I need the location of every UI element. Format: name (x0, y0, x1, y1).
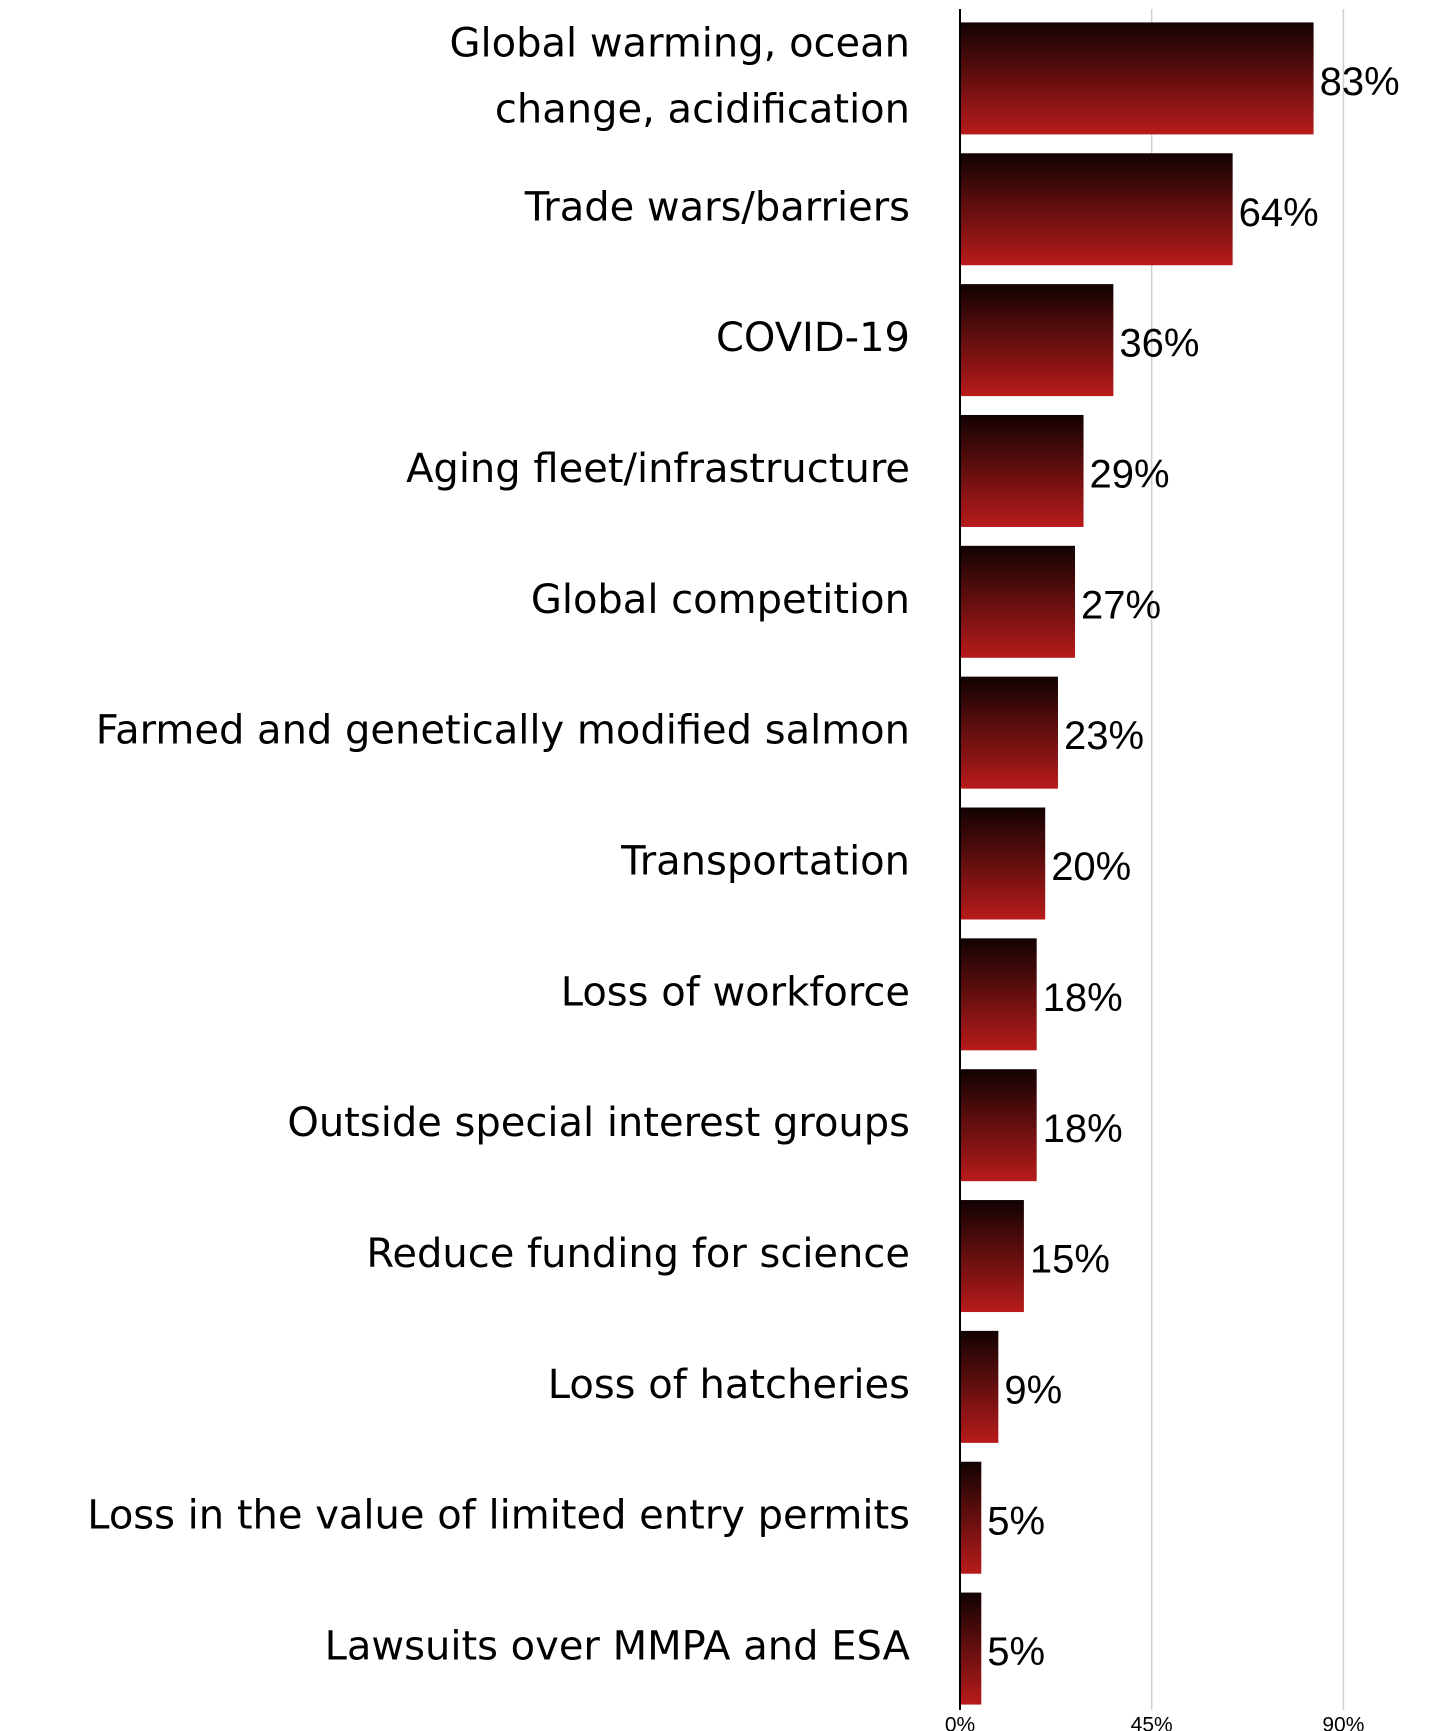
bar (960, 1592, 982, 1705)
value-label: 5% (987, 1630, 1045, 1674)
value-label: 15% (1030, 1238, 1110, 1282)
value-label: 27% (1081, 583, 1161, 627)
value-label: 23% (1064, 714, 1144, 758)
category-label: Transportation (620, 839, 910, 885)
category-label: Global competition (531, 577, 910, 623)
bar (960, 938, 1037, 1051)
category-line: Trade wars/barriers (524, 184, 910, 230)
value-label: 83% (1320, 60, 1400, 104)
bar (960, 1461, 982, 1574)
bar (960, 1200, 1024, 1313)
category-label: Aging fleet/infrastructure (406, 446, 910, 492)
value-label: 29% (1090, 453, 1170, 497)
bar (960, 1069, 1037, 1182)
bar (960, 676, 1058, 789)
x-tick-label: 90% (1322, 1714, 1364, 1731)
bar (960, 1330, 999, 1443)
value-label: 5% (987, 1499, 1045, 1543)
category-line: change, acidification (495, 86, 910, 132)
category-line: Global competition (531, 577, 910, 623)
value-label: 18% (1043, 976, 1123, 1020)
category-label: Loss of workforce (561, 969, 910, 1015)
category-label: Trade wars/barriers (524, 184, 910, 230)
category-label: Farmed and genetically modified salmon (96, 708, 910, 754)
category-label: Global warming, ocean change, acidificati… (450, 20, 910, 132)
category-label: Outside special interest groups (287, 1100, 910, 1146)
category-line: Loss of workforce (561, 969, 910, 1015)
x-tick-label: 0% (945, 1714, 975, 1731)
category-line: Farmed and genetically modified salmon (96, 708, 910, 754)
bar (960, 153, 1233, 266)
value-label: 18% (1043, 1107, 1123, 1151)
category-line: Aging fleet/infrastructure (406, 446, 910, 492)
category-line: Loss in the value of limited entry permi… (87, 1493, 910, 1539)
category-line: Transportation (620, 839, 910, 885)
bar (960, 22, 1314, 135)
category-line: Global warming, ocean (450, 20, 910, 66)
bar (960, 414, 1084, 527)
category-label: Loss of hatcheries (548, 1362, 910, 1408)
category-line: COVID-19 (716, 315, 910, 361)
category-label: Loss in the value of limited entry permi… (87, 1493, 910, 1539)
value-label: 64% (1239, 191, 1319, 235)
bar (960, 807, 1046, 920)
value-label: 20% (1051, 845, 1131, 889)
category-line: Loss of hatcheries (548, 1362, 910, 1408)
x-tick-label: 45% (1131, 1714, 1173, 1731)
category-line: Lawsuits over MMPA and ESA (325, 1624, 911, 1670)
category-label: COVID-19 (716, 315, 910, 361)
bar (960, 545, 1076, 658)
value-label: 36% (1119, 322, 1199, 366)
bar (960, 284, 1114, 397)
value-label: 9% (1004, 1368, 1062, 1412)
category-label: Reduce funding for science (366, 1231, 910, 1277)
category-line: Outside special interest groups (287, 1100, 910, 1146)
category-line: Reduce funding for science (366, 1231, 910, 1277)
category-label: Lawsuits over MMPA and ESA (325, 1624, 911, 1670)
